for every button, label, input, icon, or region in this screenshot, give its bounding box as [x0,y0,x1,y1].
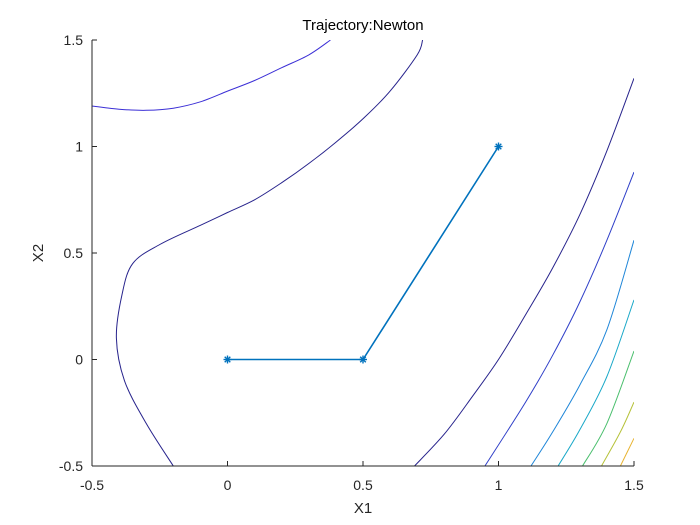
contour-line-7 [582,350,634,466]
y-axis-label: X2 [30,244,47,262]
x-tick-label: 0 [224,477,232,493]
contour-line-1 [92,40,331,111]
contour-line-8 [601,401,634,466]
trajectory-line [227,146,500,361]
contour-line-9 [619,438,634,466]
contour-line-5 [530,240,634,466]
x-tick-label: 0.5 [353,477,373,493]
x-tick-label: -0.5 [80,477,104,493]
y-tick-label: 0.5 [64,245,84,261]
x-axis-label: X1 [354,500,372,517]
contour-line-4 [484,171,634,466]
y-tick-label: 1.5 [64,32,84,48]
contour-line-3 [414,78,634,466]
chart-title: Trajectory:Newton [302,17,423,34]
x-tick-label: 1 [495,477,503,493]
y-tick-label: 1 [75,139,83,155]
trajectory-marker [223,355,232,364]
contours-layer [92,40,634,466]
trajectory-marker [359,355,367,364]
y-tick-label: 0 [75,352,83,368]
trajectory-marker [494,142,503,151]
trajectory-layer [223,142,503,364]
y-tick-label: -0.5 [59,458,83,474]
contour-line-6 [557,299,634,466]
contour-line-2 [115,40,424,466]
x-tick-label: 1.5 [624,477,644,493]
axes-layer: -0.5 0 0.5 1 1.5 -0.5 0 0.5 1 1.5 [59,32,644,493]
